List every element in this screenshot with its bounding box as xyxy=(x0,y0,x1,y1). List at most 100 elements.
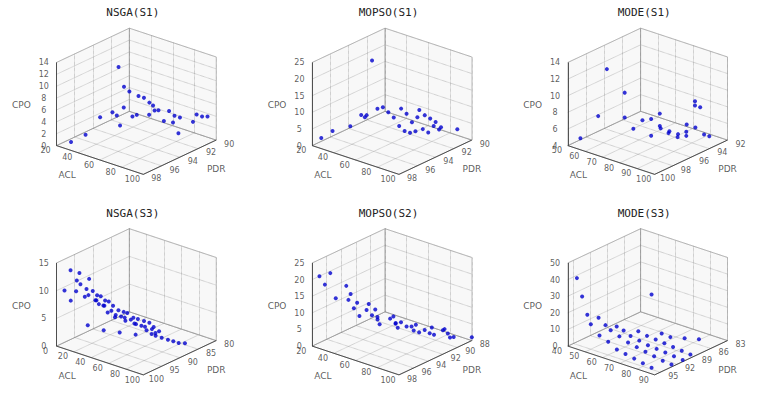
svg-text:95: 95 xyxy=(169,366,179,375)
svg-text:100: 100 xyxy=(660,174,675,183)
svg-text:92: 92 xyxy=(685,364,695,373)
svg-text:0: 0 xyxy=(553,342,558,351)
svg-text:PDR: PDR xyxy=(207,365,226,375)
svg-text:2: 2 xyxy=(41,130,46,139)
svg-text:MODE(S1): MODE(S1) xyxy=(618,6,671,19)
svg-text:15: 15 xyxy=(39,259,49,268)
svg-text:4: 4 xyxy=(41,118,46,127)
svg-text:80: 80 xyxy=(224,340,234,349)
svg-text:15: 15 xyxy=(294,292,304,301)
svg-text:ACL: ACL xyxy=(570,371,587,381)
svg-text:86: 86 xyxy=(719,348,729,357)
svg-text:80: 80 xyxy=(361,368,371,377)
svg-text:0: 0 xyxy=(41,142,46,151)
svg-text:10: 10 xyxy=(39,82,49,91)
svg-text:PDR: PDR xyxy=(207,164,226,174)
svg-text:PDR: PDR xyxy=(718,164,737,174)
svg-text:20: 20 xyxy=(294,75,304,84)
svg-text:25: 25 xyxy=(294,58,304,67)
svg-text:70: 70 xyxy=(587,158,597,167)
svg-text:CPO: CPO xyxy=(12,301,31,311)
svg-text:60: 60 xyxy=(340,161,350,170)
svg-text:94: 94 xyxy=(436,361,446,370)
svg-text:96: 96 xyxy=(425,166,435,175)
svg-text:20: 20 xyxy=(550,309,560,318)
svg-text:0: 0 xyxy=(41,342,46,351)
svg-text:40: 40 xyxy=(318,354,328,363)
svg-text:95: 95 xyxy=(668,372,678,381)
svg-text:80: 80 xyxy=(604,164,614,173)
svg-text:ACL: ACL xyxy=(58,170,75,180)
svg-text:10: 10 xyxy=(294,108,304,117)
svg-text:92: 92 xyxy=(451,354,461,363)
svg-text:14: 14 xyxy=(39,58,49,67)
svg-text:5: 5 xyxy=(41,314,46,323)
svg-text:80: 80 xyxy=(106,168,116,177)
svg-text:40: 40 xyxy=(62,153,72,162)
svg-text:8: 8 xyxy=(553,108,558,117)
svg-text:NSGA(S1): NSGA(S1) xyxy=(106,6,159,19)
svg-text:88: 88 xyxy=(480,340,490,349)
svg-text:ACL: ACL xyxy=(58,371,75,381)
svg-text:PDR: PDR xyxy=(463,365,482,375)
svg-text:MOPSO(S2): MOPSO(S2) xyxy=(359,207,419,220)
svg-text:90: 90 xyxy=(224,140,234,149)
svg-text:60: 60 xyxy=(93,364,103,373)
svg-text:ACL: ACL xyxy=(570,170,587,180)
svg-text:ACL: ACL xyxy=(314,371,331,381)
svg-text:6: 6 xyxy=(41,106,46,115)
svg-text:0: 0 xyxy=(297,342,302,351)
svg-text:NSGA(S3): NSGA(S3) xyxy=(106,207,159,220)
svg-text:80: 80 xyxy=(361,168,371,177)
svg-text:70: 70 xyxy=(604,364,614,373)
svg-text:20: 20 xyxy=(294,276,304,285)
svg-text:90: 90 xyxy=(621,169,631,178)
svg-text:ACL: ACL xyxy=(314,170,331,180)
svg-text:CPO: CPO xyxy=(523,100,542,110)
svg-text:6: 6 xyxy=(553,125,558,134)
svg-text:8: 8 xyxy=(41,94,46,103)
svg-text:CPO: CPO xyxy=(12,100,31,110)
svg-text:12: 12 xyxy=(550,75,560,84)
svg-text:MODE(S3): MODE(S3) xyxy=(618,207,671,220)
svg-text:90: 90 xyxy=(480,140,490,149)
svg-text:40: 40 xyxy=(318,153,328,162)
svg-text:0: 0 xyxy=(297,142,302,151)
svg-text:100: 100 xyxy=(149,375,164,384)
svg-text:100: 100 xyxy=(380,175,395,184)
svg-text:60: 60 xyxy=(569,152,579,161)
svg-text:96: 96 xyxy=(169,166,179,175)
svg-text:60: 60 xyxy=(340,361,350,370)
svg-text:25: 25 xyxy=(294,259,304,268)
svg-text:92: 92 xyxy=(462,148,472,157)
svg-text:80: 80 xyxy=(621,370,631,379)
svg-text:60: 60 xyxy=(84,161,94,170)
svg-text:96: 96 xyxy=(421,368,431,377)
svg-text:5: 5 xyxy=(297,125,302,134)
svg-text:98: 98 xyxy=(681,166,691,175)
svg-text:10: 10 xyxy=(39,287,49,296)
svg-text:PDR: PDR xyxy=(463,164,482,174)
svg-text:15: 15 xyxy=(294,92,304,101)
svg-text:10: 10 xyxy=(294,309,304,318)
svg-text:100: 100 xyxy=(636,175,651,184)
svg-text:90: 90 xyxy=(188,358,198,367)
svg-text:85: 85 xyxy=(206,349,216,358)
svg-text:CPO: CPO xyxy=(268,100,287,110)
svg-text:20: 20 xyxy=(58,352,68,361)
svg-text:92: 92 xyxy=(206,148,216,157)
svg-text:92: 92 xyxy=(735,140,745,149)
svg-text:30: 30 xyxy=(550,292,560,301)
svg-text:100: 100 xyxy=(125,175,140,184)
svg-text:100: 100 xyxy=(380,376,395,385)
svg-text:12: 12 xyxy=(39,70,49,79)
svg-text:10: 10 xyxy=(550,92,560,101)
svg-text:100: 100 xyxy=(125,376,140,385)
svg-text:80: 80 xyxy=(110,370,120,379)
svg-text:98: 98 xyxy=(151,174,161,183)
svg-text:5: 5 xyxy=(297,325,302,334)
svg-text:90: 90 xyxy=(465,347,475,356)
svg-text:89: 89 xyxy=(702,356,712,365)
svg-text:83: 83 xyxy=(735,340,745,349)
svg-text:14: 14 xyxy=(550,58,560,67)
